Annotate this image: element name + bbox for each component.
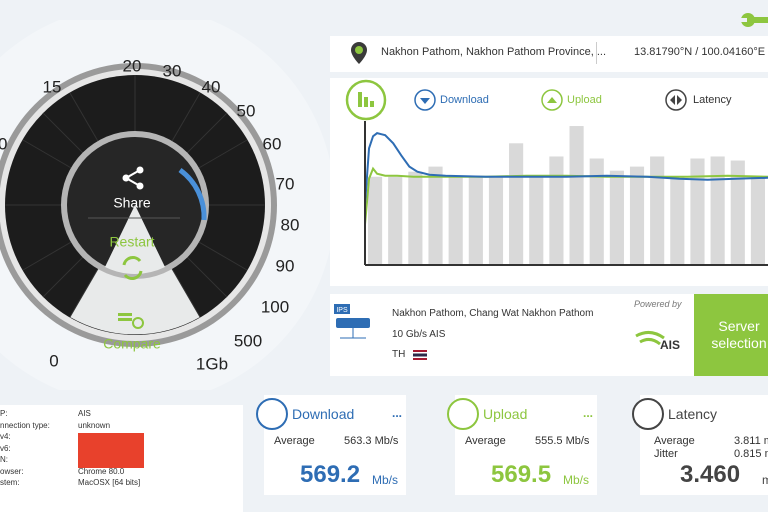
gauge-label: 1Gb: [196, 354, 228, 373]
location: Nakhon Pathom, Nakhon Pathom Province, .…: [381, 46, 607, 58]
bar: [670, 176, 685, 265]
card-title: Upload: [483, 406, 528, 422]
server-name: Nakhon Pathom, Chang Wat Nakhon Pathom: [392, 308, 594, 319]
ais-logo: AIS: [635, 331, 680, 352]
info-label: v6:: [0, 443, 11, 453]
bar: [428, 166, 443, 265]
legend-download[interactable]: Download: [440, 94, 489, 106]
bar: [609, 170, 624, 265]
server-icon: IPS: [334, 304, 370, 339]
ip-redacted: [78, 433, 144, 468]
gauge-label: 500: [234, 331, 262, 350]
bar: [448, 176, 463, 265]
bar: [388, 176, 403, 265]
info-value: MacOSX [64 bits]: [78, 478, 141, 487]
bar: [488, 176, 504, 265]
card-value: 569.5: [491, 461, 552, 488]
info-label: P:: [0, 409, 8, 418]
server-button[interactable]: [694, 294, 768, 376]
bar: [529, 176, 544, 265]
bar: [730, 160, 745, 265]
card-row-value: 555.5 Mb/s: [535, 435, 590, 447]
bar: [549, 156, 564, 265]
info-label: owser:: [0, 466, 24, 476]
settings-icon[interactable]: [740, 10, 768, 30]
top-bar: [330, 36, 768, 72]
gauge-label: 40: [202, 77, 221, 96]
restart-button[interactable]: Restart: [109, 234, 154, 250]
card-row-label: Average: [465, 435, 506, 447]
compare-button[interactable]: Compare: [103, 336, 161, 352]
divider: [596, 42, 597, 64]
info-label: N:: [0, 455, 8, 464]
card-row-label: Jitter: [654, 448, 678, 460]
graph: Download Upload Latency: [345, 79, 768, 266]
bar: [368, 176, 383, 265]
powered-by: Powered by: [634, 299, 682, 309]
server-country: TH: [392, 349, 406, 360]
gauge: Share Restart Compare 10 15 20 30 40 50 60 70 80…: [0, 20, 330, 390]
card-icon: [632, 398, 664, 430]
server-speed: 10 Gb/s AIS: [392, 329, 446, 340]
card-row-label: Average: [274, 435, 315, 447]
info-label: nnection type:: [0, 420, 50, 430]
flag: [413, 350, 427, 360]
server-button-label[interactable]: Server selection: [711, 318, 767, 351]
info-value: unknown: [78, 420, 111, 430]
bar: [509, 143, 524, 265]
bar: [629, 166, 645, 265]
card-value: 3.460: [680, 461, 741, 488]
download-line: [364, 132, 768, 205]
gauge-label: 30: [163, 61, 182, 80]
card-value: 569.2: [300, 461, 361, 488]
share-button[interactable]: Share: [113, 195, 151, 211]
card-title: Download: [292, 406, 355, 422]
card-unit: ms: [762, 473, 768, 487]
gauge-label: 0: [49, 351, 58, 370]
pin-icon: [351, 42, 367, 64]
card-title: Latency: [668, 406, 718, 422]
gauge-label: 100: [261, 297, 289, 316]
bar: [589, 158, 604, 265]
card-icon: [256, 398, 288, 430]
gauge-label: 60: [263, 134, 282, 153]
gauge-label: 50: [237, 101, 256, 120]
card-row-value: 0.815 ms: [734, 448, 768, 460]
gauge-label: 10: [0, 134, 7, 153]
info-label: v4:: [0, 432, 11, 441]
bar: [690, 158, 705, 265]
coords: 13.81790°N / 100.04160°E: [634, 46, 766, 58]
card-unit: Mb/s: [563, 473, 590, 487]
card-more: ...: [583, 406, 594, 420]
legend-latency[interactable]: Latency: [693, 94, 732, 106]
card-icon: [447, 398, 479, 430]
info-value: Chrome 80.0: [78, 466, 125, 476]
bar: [468, 176, 483, 265]
gauge-label: 80: [281, 215, 300, 234]
card-row-value: 3.811 ms: [734, 435, 768, 447]
gauge-label: 15: [43, 77, 62, 96]
server-badge: IPS: [336, 307, 348, 314]
gauge-label: 20: [123, 56, 142, 75]
bar: [408, 171, 423, 265]
bar: [650, 156, 665, 265]
gauge-label: 70: [276, 174, 295, 193]
card-row-label: Average: [654, 435, 695, 447]
legend-upload[interactable]: Upload: [567, 94, 602, 106]
bar: [750, 176, 765, 265]
card-row-value: 563.3 Mb/s: [344, 435, 399, 447]
bar: [569, 126, 584, 265]
card-more: ...: [392, 406, 403, 420]
gauge-label: 90: [276, 256, 295, 275]
ais-text: AIS: [660, 338, 680, 352]
info-value: AIS: [78, 409, 91, 418]
bar: [710, 156, 725, 265]
info-label: stem:: [0, 478, 20, 487]
card-unit: Mb/s: [372, 473, 399, 487]
